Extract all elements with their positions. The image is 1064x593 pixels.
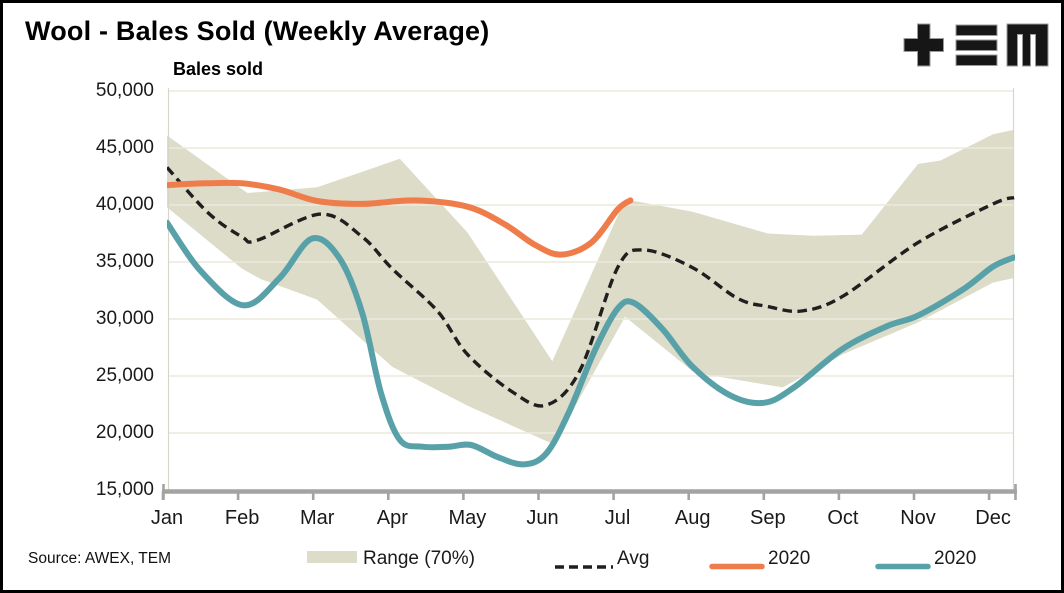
- bar-glyph-2: [955, 39, 998, 51]
- avg-line-swatch: [554, 557, 614, 575]
- range-band-swatch: [307, 551, 357, 563]
- source-note: Source: AWEX, TEM: [28, 550, 171, 567]
- legend-label-avg: Avg: [617, 548, 650, 569]
- bar-glyph-3: [955, 54, 998, 66]
- y-tick-label: 50,000: [95, 80, 154, 101]
- x-tick-label-apr: Apr: [376, 507, 408, 529]
- tem-logo: [900, 22, 1052, 73]
- x-tick-label-jan: Jan: [150, 507, 184, 529]
- x-tick-label-feb: Feb: [224, 507, 260, 529]
- x-tick-label-mar: Mar: [299, 507, 335, 529]
- legend-label-range: Range (70%): [363, 548, 475, 569]
- line-2020-teal-swatch: [874, 557, 932, 575]
- plus-glyph: [903, 23, 944, 67]
- x-tick-label-sep: Sep: [750, 507, 786, 529]
- y-axis-title: Bales sold: [173, 59, 264, 79]
- page-title: Wool - Bales Sold (Weekly Average): [25, 16, 490, 46]
- x-tick-label-oct: Oct: [827, 507, 859, 529]
- y-tick-label: 30,000: [95, 308, 154, 329]
- legend-label-2020-orange: 2020: [768, 548, 811, 569]
- m-glyph: [1006, 23, 1049, 67]
- line-2020-orange: [167, 179, 634, 258]
- range-band: [167, 129, 1015, 445]
- y-tick-label: 20,000: [95, 422, 154, 443]
- x-tick-label-dec: Dec: [975, 507, 1011, 529]
- y-tick-label: 40,000: [95, 194, 154, 215]
- y-tick-label: 25,000: [95, 365, 154, 386]
- x-tick-label-aug: Aug: [674, 507, 711, 529]
- x-tick-label-jun: Jun: [526, 507, 559, 529]
- y-tick-label: 35,000: [95, 251, 154, 272]
- x-tick-label-nov: Nov: [900, 507, 936, 529]
- legend-label-2020-teal: 2020: [934, 548, 977, 569]
- bar-glyph-1: [955, 24, 998, 36]
- y-tick-label: 15,000: [95, 479, 154, 500]
- y-tick-label: 45,000: [95, 137, 154, 158]
- line-2020-orange-swatch: [708, 557, 766, 575]
- avg-line: [167, 166, 1015, 408]
- x-tick-label-jul: Jul: [604, 507, 631, 529]
- tem-logo-glyphs: [903, 23, 1049, 67]
- x-tick-label-may: May: [448, 507, 487, 529]
- line-2020-teal: [167, 219, 1015, 468]
